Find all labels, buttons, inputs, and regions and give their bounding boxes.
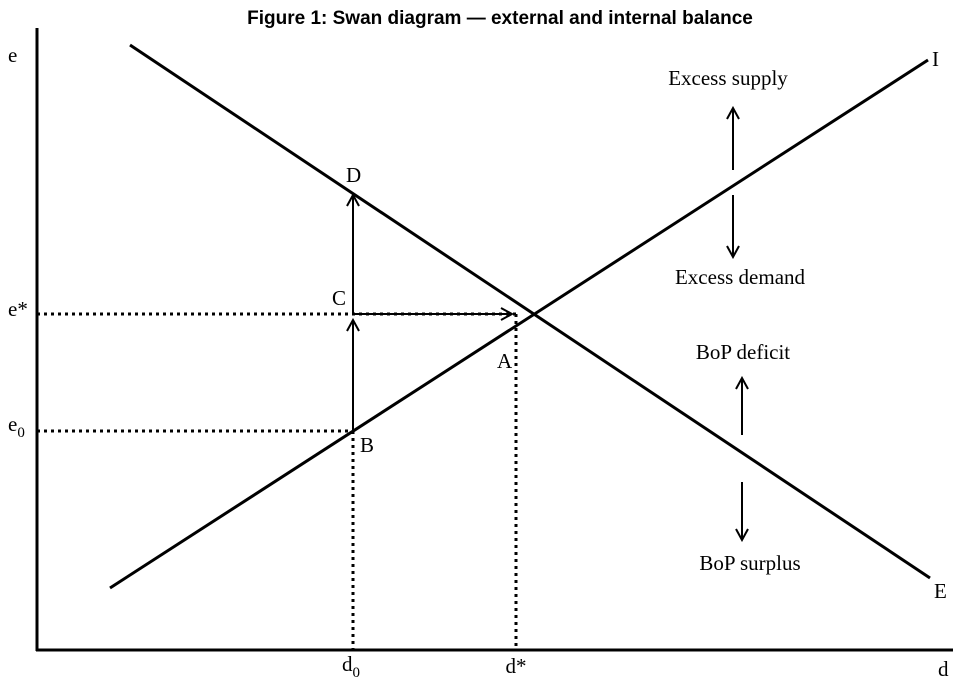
point-label: B [360, 433, 374, 457]
point-label: A [497, 349, 513, 373]
point-label: D [346, 163, 361, 187]
curve-label: I [932, 47, 939, 71]
curve-label: E [934, 579, 947, 603]
external-balance-line [129, 43, 931, 580]
region-label: Excess demand [675, 265, 806, 289]
title: Figure 1: Swan diagram — external and in… [247, 8, 753, 29]
internal-balance-line [109, 58, 929, 590]
region-label: BoP deficit [696, 340, 790, 364]
region-label: Excess supply [668, 66, 788, 90]
tick-label: e0 [8, 412, 25, 441]
region-label: BoP surplus [699, 551, 800, 575]
tick-label: d* [506, 654, 527, 678]
tick-label: e* [8, 297, 28, 321]
x-axis-label: d [938, 657, 949, 681]
tick-label: d0 [342, 652, 360, 681]
point-label: C [332, 286, 346, 310]
y-axis-label: e [8, 43, 17, 67]
